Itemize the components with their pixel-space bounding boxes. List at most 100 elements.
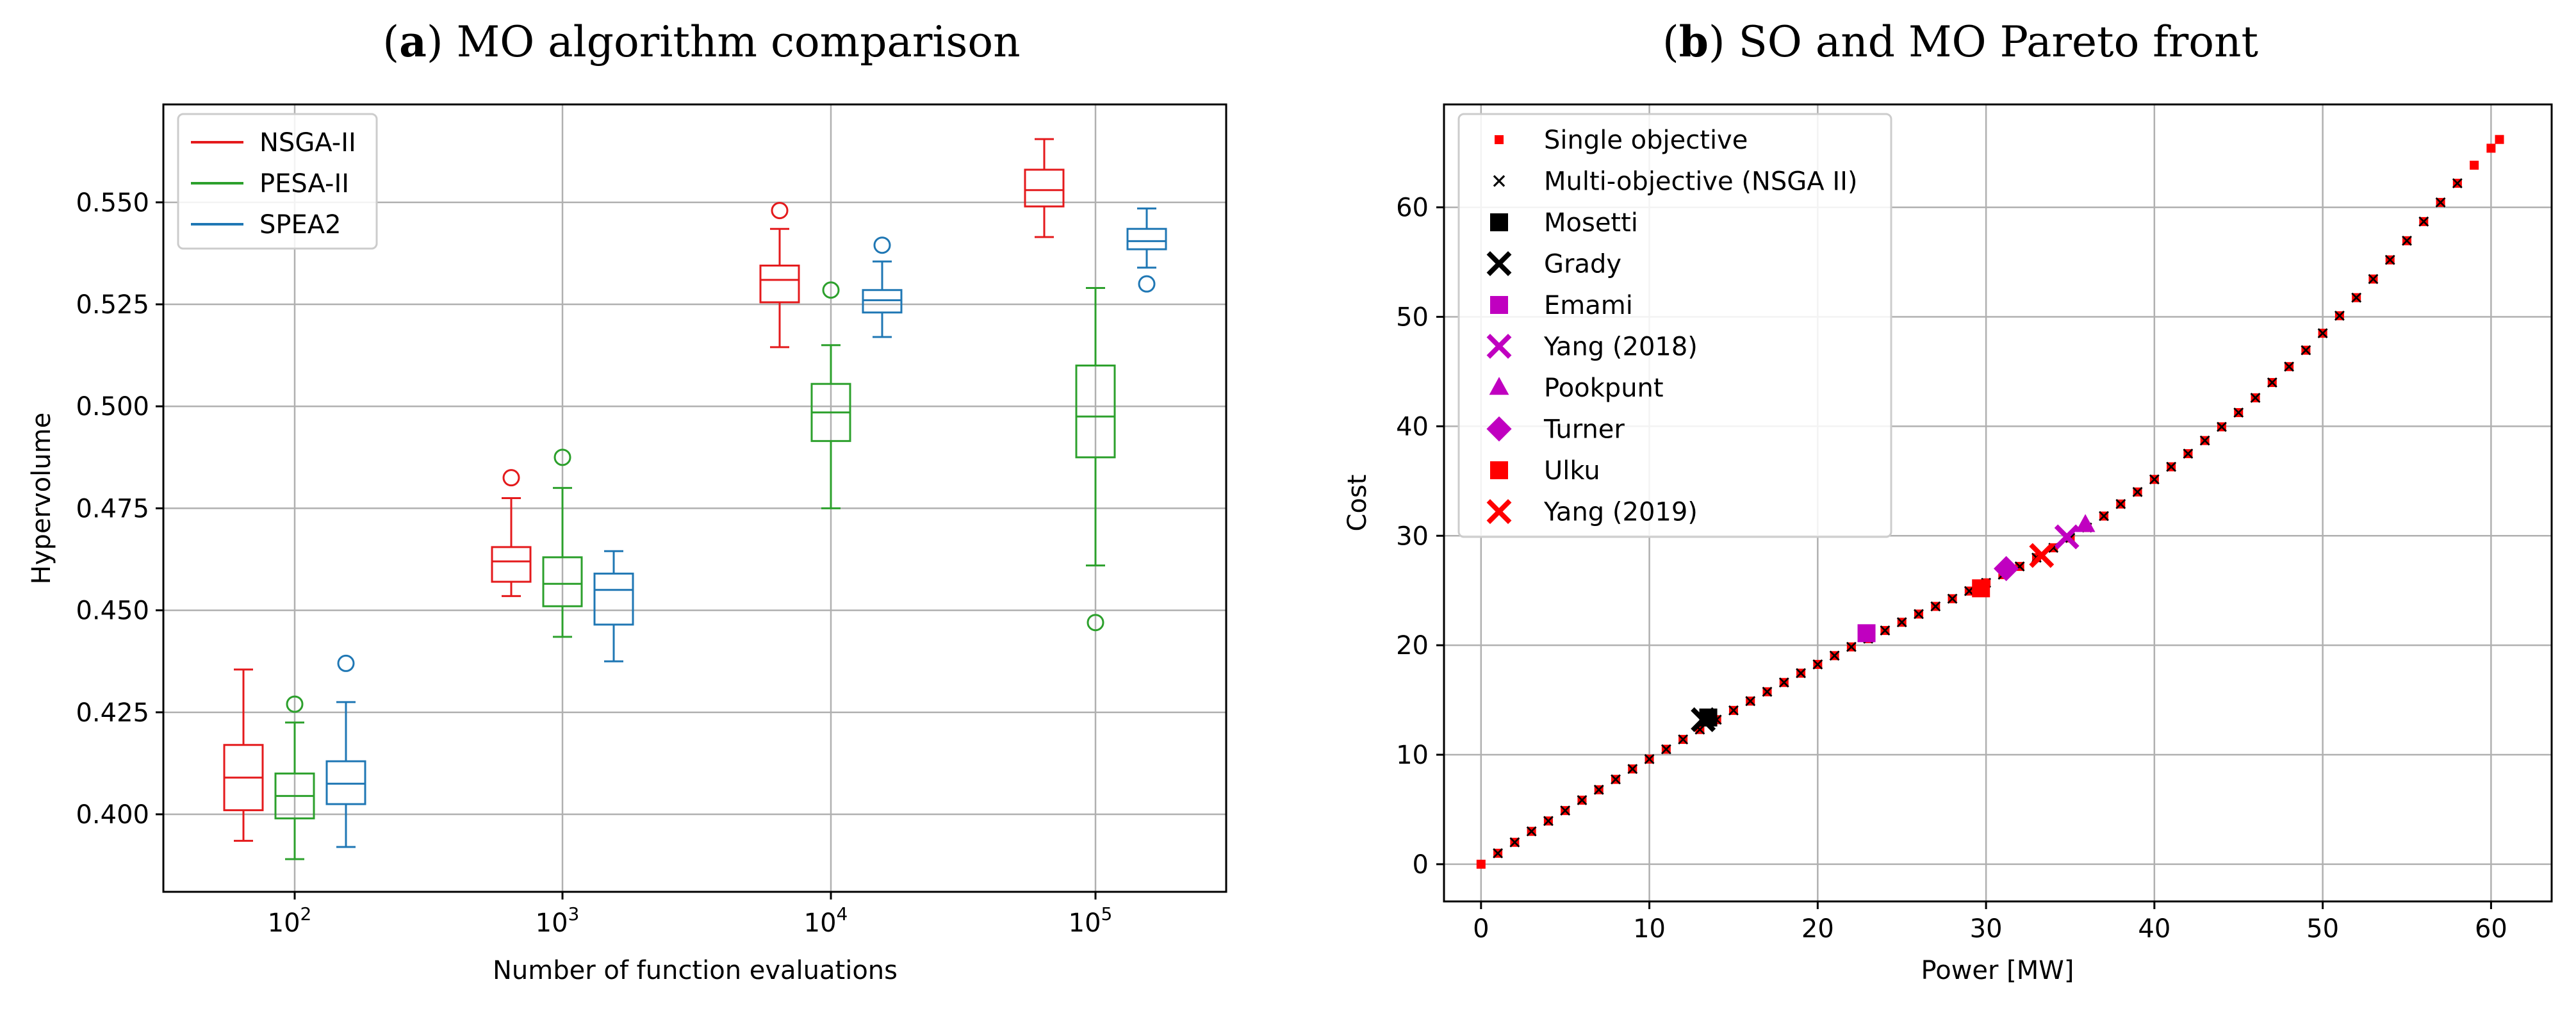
panel-a-legend: NSGA-II PESA-II SPEA2 — [177, 113, 378, 250]
panel-b-x-tick-label: 20 — [1801, 914, 1834, 944]
box-body — [1075, 365, 1116, 459]
panel-a-box-nsga-ii — [491, 469, 532, 597]
panel-b-x-tick-label: 0 — [1473, 914, 1489, 944]
legend-label: Yang (2019) — [1543, 498, 1698, 527]
multi-objective-point — [2199, 435, 2210, 446]
legend-label: SPEA2 — [259, 210, 341, 240]
multi-objective-point — [1762, 686, 1773, 697]
panel-b-y-tick-label: 0 — [1413, 850, 1429, 880]
panel-a-x-tick-base: 10 — [1069, 908, 1101, 938]
multi-objective-point — [2334, 310, 2345, 321]
panel-b-x-ticks: 0 10 20 30 40 50 60 — [1473, 901, 2507, 944]
panel-a-y-axis-label: Hypervolume — [27, 413, 56, 584]
box-body — [325, 760, 366, 805]
panel-a-y-tick-label: 0.550 — [76, 188, 149, 218]
panel-b-y-tick-label: 40 — [1396, 412, 1429, 441]
outlier-point — [286, 695, 304, 713]
single-objective-point — [1476, 859, 1486, 869]
panel-b-plot-area — [1476, 135, 2504, 869]
panel-b-y-tick-label: 10 — [1396, 741, 1429, 770]
legend-label: Turner — [1543, 415, 1625, 445]
legend-label: Ulku — [1544, 456, 1600, 486]
panel-a-x-tick-exponent: 3 — [568, 903, 580, 924]
multi-objective-point — [1493, 848, 1503, 859]
legend-label: NSGA-II — [259, 128, 356, 158]
outlier-point — [337, 654, 355, 672]
legend-marker-grady — [1486, 251, 1512, 276]
panel-b-x-axis-label: Power [MW] — [1921, 956, 2074, 985]
outlier-point — [771, 202, 789, 220]
multi-objective-point — [1644, 753, 1655, 764]
multi-objective-point — [1728, 705, 1739, 716]
legend-marker-yang-2019- — [1486, 499, 1512, 524]
legend-label: Single objective — [1544, 126, 1748, 155]
multi-objective-point — [2217, 422, 2227, 432]
panel-a-legend-frame — [177, 113, 378, 250]
multi-objective-point — [2452, 178, 2463, 188]
box-body — [491, 546, 532, 583]
legend-marker-pookpunt — [1489, 377, 1509, 395]
multi-objective-point — [2132, 487, 2143, 497]
reference-layouts — [1691, 514, 2096, 732]
multi-objective-point — [2317, 328, 2328, 339]
reference-point-pookpunt — [2075, 514, 2096, 532]
multi-objective-point — [1560, 805, 1571, 816]
panel-a-box-pesa-ii — [810, 281, 851, 509]
multi-objective-point — [2301, 345, 2311, 356]
panel-a-y-ticks: 0.400 0.425 0.450 0.475 0.500 0.525 0.550 — [76, 188, 163, 830]
multi-objective-point — [2284, 361, 2294, 372]
multi-objective-point — [2402, 235, 2412, 246]
panel-b-x-tick-label: 40 — [2138, 914, 2170, 944]
panel-a-y-tick-label: 0.425 — [76, 698, 149, 728]
box-body — [1024, 168, 1065, 208]
outlier-point — [873, 236, 891, 254]
multi-objective-point — [1947, 593, 1958, 604]
panel-a-box-nsga-ii — [759, 202, 800, 349]
panel-a-x-tick-exponent: 4 — [837, 903, 848, 924]
multi-objective-point — [2384, 254, 2395, 265]
panel-a-x-tick-base: 10 — [804, 908, 837, 938]
panel-b-legend: Single objective Multi-objective (NSGA II… — [1457, 113, 1892, 538]
panel-a-x-tick-label: 103 — [536, 903, 580, 938]
panel-a-box-pesa-ii — [542, 448, 583, 638]
reference-point-turner — [1994, 555, 2019, 582]
box-body — [759, 265, 800, 304]
legend-label: PESA-II — [259, 169, 349, 199]
multi-objective-point — [1509, 837, 1520, 848]
panel-b-scatter-plot: (b) SO and MO Pareto front 0 10 20 30 40 50 60… — [1343, 17, 2553, 985]
panel-b-x-tick-label: 60 — [2475, 914, 2507, 944]
panel-a-x-tick-base: 10 — [536, 908, 568, 938]
box-body — [1126, 227, 1167, 251]
multi-objective-point — [1914, 609, 1924, 620]
panel-a-box-plot: (a) MO algorithm comparison 0.4000.4250.… — [27, 17, 1227, 985]
legend-label: Emami — [1544, 291, 1633, 320]
multi-objective-point — [2115, 498, 2126, 509]
panel-b-x-tick-label: 50 — [2306, 914, 2339, 944]
single-objective-point — [2486, 144, 2496, 153]
box-body — [542, 556, 583, 607]
multi-objective-point — [1930, 601, 1941, 612]
panel-a-x-tick-label: 102 — [268, 903, 312, 938]
panel-a-x-tick-base: 10 — [268, 908, 300, 938]
reference-point-grady — [1691, 707, 1716, 732]
multi-objective-point — [1611, 774, 1621, 785]
single-objective-point — [2470, 160, 2479, 170]
multi-objective-point — [1627, 764, 1638, 775]
panel-a-title: (a) MO algorithm comparison — [382, 17, 1020, 67]
outlier-point — [554, 448, 571, 466]
single-objective-point — [2495, 135, 2504, 144]
panel-a-y-tick-label: 0.475 — [76, 494, 149, 523]
legend-marker-turner — [1486, 416, 1512, 442]
outlier-point — [1087, 614, 1104, 632]
panel-b-y-tick-label: 60 — [1396, 193, 1429, 223]
outlier-point — [502, 469, 520, 487]
panel-a-axes-frame — [162, 103, 1227, 893]
panel-a-x-tick-label: 105 — [1069, 903, 1113, 938]
panel-b-legend-frame — [1457, 113, 1892, 538]
multi-objective-point — [1829, 650, 1840, 661]
multi-objective-point — [1846, 641, 1857, 652]
panel-b-y-ticks: 0 10 20 30 40 50 60 — [1396, 193, 1444, 880]
panel-b-title: (b) SO and MO Pareto front — [1662, 17, 2258, 67]
